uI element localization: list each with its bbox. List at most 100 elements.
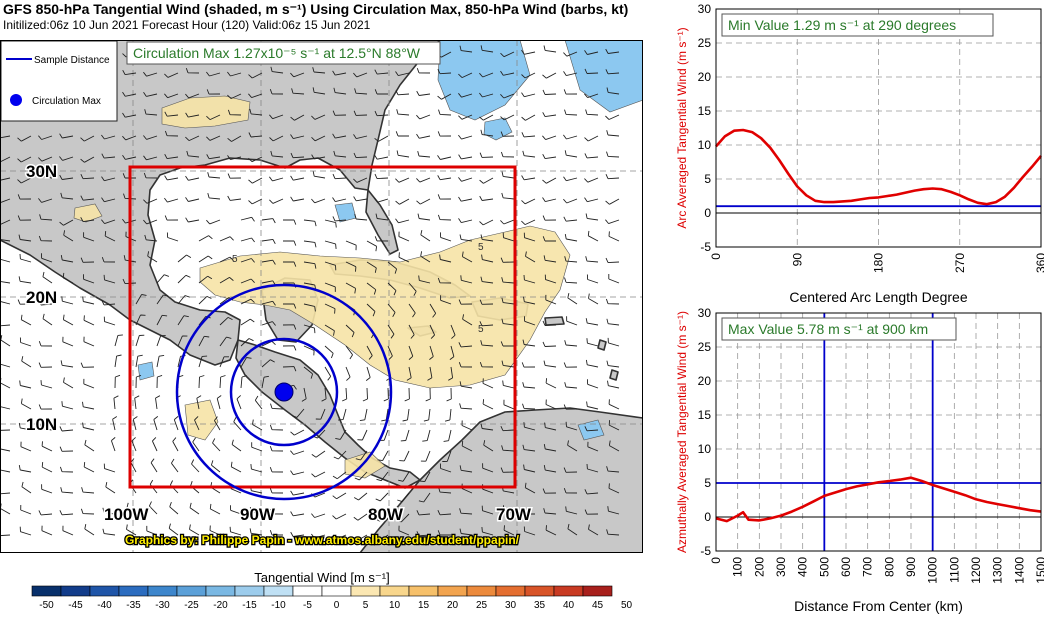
colorbar-cell: [583, 586, 612, 596]
colorbar-tick-label: 5: [363, 600, 369, 611]
colorbar-cell: [322, 586, 351, 596]
colorbar-tick-label: 45: [592, 600, 604, 611]
x-tick-label: 270: [953, 253, 967, 273]
x-tick-label: 300: [774, 557, 788, 577]
x-tick-label: 0: [709, 557, 723, 564]
contour-label: 5: [478, 324, 484, 335]
lon-label: 90W: [240, 505, 276, 524]
y-tick-label: 5: [704, 172, 711, 186]
colorbar-tick-label: 25: [476, 600, 488, 611]
legend-sample-distance: Sample Distance: [34, 55, 110, 66]
colorbar-cell: [206, 586, 235, 596]
y-tick-label: 15: [698, 104, 712, 118]
colorbar-tick-label: -15: [242, 600, 257, 611]
x-tick-label: 400: [796, 557, 810, 577]
circulation-label: Circulation Max 1.27x10⁻⁵ s⁻¹ at 12.5°N …: [133, 45, 421, 61]
y-tick-label: 30: [698, 2, 712, 16]
plot-area: [716, 313, 1041, 551]
y-tick-label: 0: [704, 510, 711, 524]
x-tick-label: 1000: [926, 557, 940, 584]
x-tick-label: 500: [817, 557, 831, 577]
colorbar-tick-label: -10: [271, 600, 286, 611]
x-tick-label: 700: [861, 557, 875, 577]
x-tick-label: 900: [904, 557, 918, 577]
y-tick-label: 20: [698, 374, 712, 388]
colorbar-tick-label: 15: [418, 600, 430, 611]
lat-label: 30N: [26, 162, 57, 181]
x-tick-label: 360: [1034, 253, 1044, 273]
lon-label: 80W: [368, 505, 404, 524]
colorbar-cell: [235, 586, 264, 596]
colorbar-cell: [554, 586, 583, 596]
colorbar-cell: [148, 586, 177, 596]
y-tick-label: 10: [698, 442, 712, 456]
colorbar-tick-label: 50: [621, 600, 633, 611]
x-tick-label: 1100: [947, 557, 961, 583]
x-tick-label: 0: [709, 253, 723, 260]
colorbar-title: Tangential Wind [m s⁻¹]: [254, 570, 389, 585]
y-tick-label: 20: [698, 70, 712, 84]
colorbar-cell: [32, 586, 61, 596]
value-box-label: Min Value 1.29 m s⁻¹ at 290 degrees: [728, 17, 956, 33]
colorbar-cell: [380, 586, 409, 596]
credit-text: Graphics by: Philippe Papin - www.atmos.…: [125, 533, 520, 547]
colorbar-tick-label: -40: [97, 600, 112, 611]
colorbar-tick-label: 0: [334, 600, 340, 611]
y-tick-label: -5: [700, 240, 711, 254]
circulation-max-swatch: [10, 94, 22, 106]
colorbar-cell: [119, 586, 148, 596]
colorbar-cells: [32, 586, 612, 596]
x-tick-label: 180: [872, 253, 886, 273]
lon-label: 100W: [104, 505, 149, 524]
y-tick-label: -5: [700, 544, 711, 558]
arc-averaged-chart: -50510152025300 90 180 270 360Min Value 1.29…: [675, 2, 1044, 305]
y-axis-label: Arc Averaged Tangential Wind (m s⁻¹): [675, 27, 689, 228]
colorbar-tick-label: -25: [184, 600, 199, 611]
colorbar: Tangential Wind [m s⁻¹] -50 -45 -40 -35 -30 -…: [0, 568, 643, 618]
lon-label: 70W: [496, 505, 532, 524]
colorbar-cell: [409, 586, 438, 596]
x-axis-label: Centered Arc Length Degree: [789, 289, 967, 305]
colorbar-cell: [351, 586, 380, 596]
colorbar-ticks: -50 -45 -40 -35 -30 -25 -20 -15 -10 -5 0 5 10 15 20 25 3…: [39, 600, 632, 611]
colorbar-tick-label: 40: [563, 600, 575, 611]
contour-label: 5: [232, 254, 238, 265]
colorbar-cell: [293, 586, 322, 596]
y-tick-label: 0: [704, 206, 711, 220]
value-box-label: Max Value 5.78 m s⁻¹ at 900 km: [728, 321, 928, 337]
colorbar-tick-label: -35: [126, 600, 141, 611]
x-tick-label: 600: [839, 557, 853, 577]
page-subtitle: Initilized:06z 10 Jun 2021 Forecast Hour…: [3, 18, 370, 32]
colorbar-tick-label: 30: [505, 600, 517, 611]
x-tick-label: 200: [752, 557, 766, 577]
colorbar-tick-label: -30: [155, 600, 170, 611]
x-tick-label: 1300: [991, 557, 1005, 584]
colorbar-tick-label: -50: [39, 600, 54, 611]
x-tick-label: 90: [790, 253, 804, 267]
contour-label: 5: [478, 242, 484, 253]
map-panel: 5 5 5 30N 20N 10N 100W 90W 80W 70W Graph…: [0, 40, 643, 553]
x-axis-label: Distance From Center (km): [794, 598, 963, 614]
y-axis-label: Azmuthally Averaged Tangential Wind (m s…: [675, 311, 689, 553]
y-tick-label: 10: [698, 138, 712, 152]
y-tick-label: 30: [698, 306, 712, 320]
legend-circulation-max: Circulation Max: [32, 96, 101, 107]
circulation-max-marker: [275, 383, 293, 401]
map-legend: Sample Distance Circulation Max: [1, 41, 117, 121]
colorbar-cell: [496, 586, 525, 596]
y-tick-label: 25: [698, 340, 712, 354]
colorbar-tick-label: -45: [68, 600, 83, 611]
lat-label: 20N: [26, 288, 57, 307]
side-charts: -50510152025300 90 180 270 360Min Value 1.29…: [660, 0, 1044, 618]
x-tick-label: 1400: [1012, 557, 1026, 584]
y-tick-label: 25: [698, 36, 712, 50]
colorbar-tick-label: -20: [213, 600, 228, 611]
lat-label: 10N: [26, 415, 57, 434]
x-tick-label: 800: [882, 557, 896, 577]
colorbar-cell: [177, 586, 206, 596]
colorbar-tick-label: 20: [447, 600, 459, 611]
colorbar-cell: [525, 586, 554, 596]
colorbar-cell: [264, 586, 293, 596]
colorbar-cell: [61, 586, 90, 596]
x-tick-label: 1200: [969, 557, 983, 584]
